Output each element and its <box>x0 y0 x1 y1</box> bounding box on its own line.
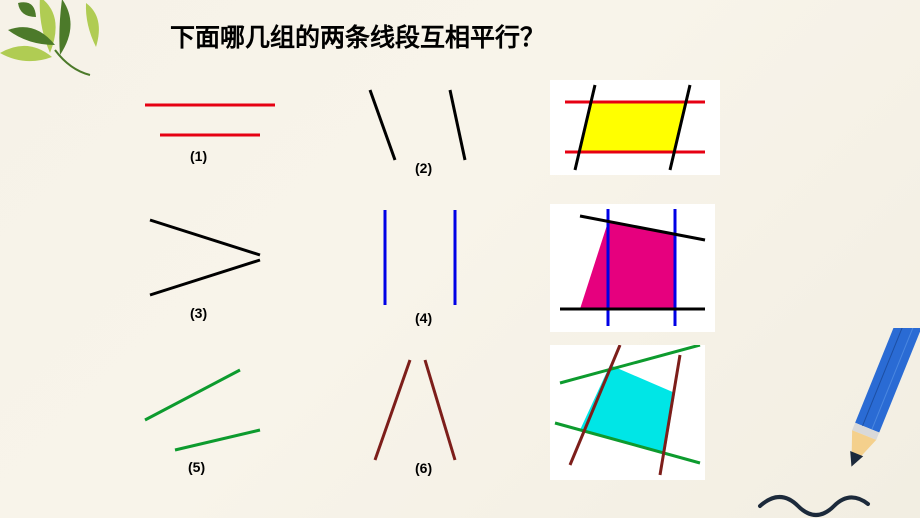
label-3: (3) <box>190 305 207 321</box>
figure-5-svg <box>130 345 290 475</box>
label-1: (1) <box>190 148 207 164</box>
title-qmark: ？ <box>520 24 545 52</box>
figure-1: (1) <box>130 80 310 200</box>
pencil-decoration <box>750 328 920 518</box>
composite-2 <box>550 204 715 332</box>
label-4: (4) <box>415 310 432 326</box>
figure-3-svg <box>130 200 290 320</box>
composite-1-svg <box>550 80 720 175</box>
page-title: 下面哪几组的两条线段互相平行？ <box>170 18 545 54</box>
composite-3-svg <box>550 345 705 480</box>
label-6: (6) <box>415 460 432 476</box>
figure-3: (3) <box>130 200 310 345</box>
label-5: (5) <box>188 459 205 475</box>
figure-1-svg <box>130 80 290 170</box>
leaf-decoration <box>0 0 150 90</box>
figure-5: (5) <box>130 345 310 490</box>
figures-grid: (1) (2) (3) (4) <box>130 80 730 490</box>
figure-4-svg <box>340 200 500 320</box>
label-2: (2) <box>415 160 432 176</box>
figure-6: (6) <box>340 345 520 490</box>
title-text: 下面哪几组的两条线段互相平行 <box>170 25 520 52</box>
composite-1 <box>550 80 720 175</box>
figure-4: (4) <box>340 200 520 345</box>
figure-2: (2) <box>340 80 520 200</box>
composite-3 <box>550 345 705 480</box>
composite-2-svg <box>550 204 715 332</box>
